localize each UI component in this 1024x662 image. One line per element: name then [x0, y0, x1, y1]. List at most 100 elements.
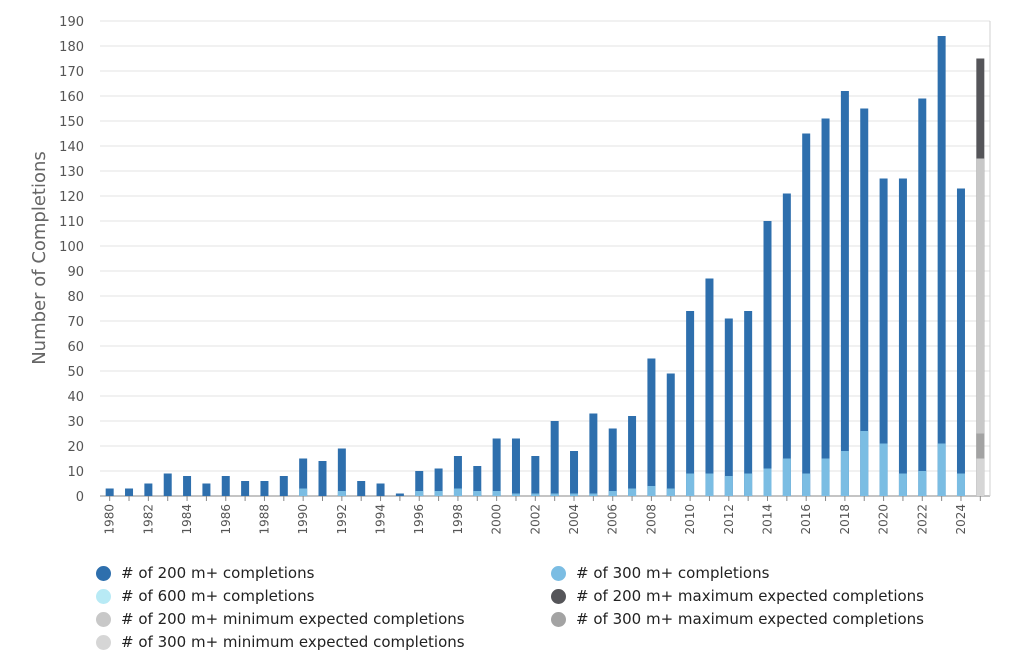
bar-300m-completions [647, 486, 656, 496]
y-tick-label: 100 [59, 240, 84, 255]
bar-200m-completions [724, 318, 733, 496]
bar-300m-completions [511, 493, 520, 496]
bar-300m-completions [492, 491, 501, 496]
bar-200m-completions [763, 221, 772, 496]
bar-300m-completions [898, 473, 907, 496]
bar-300m-completions [860, 431, 869, 496]
legend-label: # of 300 m+ maximum expected completions [576, 610, 924, 628]
legend-item-200m[interactable]: # of 200 m+ completions [96, 564, 314, 582]
x-tick-label: 1990 [296, 504, 310, 535]
legend-item-600m[interactable]: # of 600 m+ completions [96, 587, 314, 605]
bar-200m-completions [279, 476, 288, 496]
bar-200m-completions [647, 358, 656, 496]
bar-200m-completions [183, 476, 192, 496]
bar-200m-completions [550, 421, 559, 496]
bar-200m-completions [956, 188, 965, 496]
bar-200m-completions [144, 483, 153, 496]
bar-200m-completions [840, 91, 849, 496]
bar-200m-completions [337, 448, 346, 496]
bar-200m-completions [898, 178, 907, 496]
bar-300m-completions [956, 473, 965, 496]
legend-marker [96, 611, 111, 627]
bar-200m-min-expected [976, 158, 985, 496]
legend-label: # of 600 m+ completions [121, 587, 315, 605]
y-tick-label: 170 [59, 65, 84, 80]
legend-label: # of 200 m+ maximum expected completions [576, 587, 924, 605]
bar-300m-completions [821, 458, 830, 496]
x-tick-label: 1988 [257, 504, 271, 535]
legend-marker [96, 588, 111, 604]
bar-300m-completions [628, 488, 637, 496]
bar-300m-completions [937, 443, 946, 496]
bar-200m-completions [125, 488, 134, 496]
bar-300m-completions [570, 493, 579, 496]
bar-300m-completions [918, 471, 927, 496]
x-tick-label: 2020 [877, 504, 891, 535]
bar-200m-completions [531, 456, 540, 496]
y-tick-label: 130 [59, 165, 84, 180]
bar-200m-completions [511, 438, 520, 496]
y-tick-label: 50 [67, 365, 84, 380]
x-tick-label: 1980 [103, 504, 117, 535]
y-tick-label: 70 [67, 315, 84, 330]
bar-200m-completions [666, 373, 675, 496]
bar-300m-completions [879, 443, 888, 496]
x-tick-label: 2018 [838, 504, 852, 535]
axis-layer: 0 10 20 30 40 50 60 70 80 90 100 110 120 130 140 150 160… [59, 15, 981, 535]
legend-item-200m-min-expected[interactable]: # of 200 m+ minimum expected completions [96, 610, 465, 628]
bar-300m-completions [705, 473, 714, 496]
y-tick-label: 30 [67, 415, 84, 430]
x-tick-label: 1982 [141, 504, 155, 535]
x-tick-label: 2016 [799, 504, 813, 535]
legend-item-300m[interactable]: # of 300 m+ completions [551, 564, 769, 582]
bar-300m-completions [782, 458, 791, 496]
x-tick-label: 2006 [606, 504, 620, 535]
bar-200m-completions [570, 451, 579, 496]
x-tick-label: 2014 [761, 504, 775, 535]
bar-200m-completions [395, 493, 404, 496]
legend-marker [96, 634, 111, 650]
legend-item-300m-min-expected[interactable]: # of 300 m+ minimum expected completions [96, 633, 465, 651]
bar-200m-completions [628, 416, 637, 496]
x-tick-label: 2010 [683, 504, 697, 535]
legend-item-200m-max-expected[interactable]: # of 200 m+ maximum expected completions [551, 587, 924, 605]
bar-300m-completions [337, 491, 346, 496]
x-tick-label: 1998 [451, 504, 465, 535]
bar-300m-completions [531, 493, 540, 496]
bar-300m-completions [453, 488, 462, 496]
y-tick-label: 10 [67, 465, 84, 480]
bar-200m-completions [705, 278, 714, 496]
legend-label: # of 300 m+ completions [576, 564, 770, 582]
bar-200m-completions [415, 471, 424, 496]
bar-300m-min-expected [976, 458, 985, 496]
x-tick-label: 1984 [180, 504, 194, 535]
x-tick-label: 2024 [954, 504, 968, 535]
x-tick-label: 2002 [528, 504, 542, 535]
bar-200m-completions [918, 98, 927, 496]
bar-200m-completions [376, 483, 385, 496]
bar-200m-completions [357, 481, 366, 496]
x-tick-label: 2000 [490, 504, 504, 535]
bar-200m-completions [221, 476, 230, 496]
bar-200m-completions [318, 461, 327, 496]
bar-300m-completions [299, 488, 308, 496]
bar-200m-completions [260, 481, 269, 496]
x-tick-label: 1996 [412, 504, 426, 535]
legend-item-300m-max-expected[interactable]: # of 300 m+ maximum expected completions [551, 610, 924, 628]
bar-300m-completions [473, 491, 482, 496]
bars-layer [105, 36, 985, 496]
bar-200m-completions [473, 466, 482, 496]
bar-200m-completions [241, 481, 250, 496]
bar-200m-completions [686, 311, 695, 496]
y-axis-label: Number of Completions [29, 151, 50, 365]
x-tick-label: 2008 [644, 504, 658, 535]
legend-label: # of 200 m+ completions [121, 564, 315, 582]
grid-layer [100, 20, 991, 497]
bar-200m-completions [163, 473, 172, 496]
bar-300m-completions [686, 473, 695, 496]
y-tick-label: 40 [67, 390, 84, 405]
legend-marker [551, 611, 566, 627]
x-tick-label: 1986 [219, 504, 233, 535]
bar-200m-completions [782, 193, 791, 496]
